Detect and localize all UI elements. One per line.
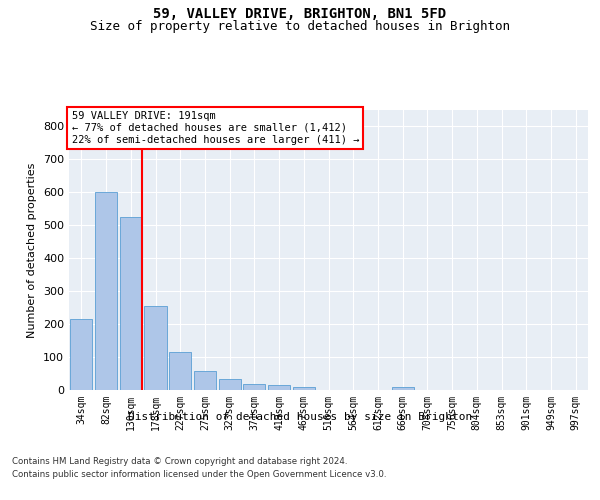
Bar (392, 386, 414, 390)
Text: Contains public sector information licensed under the Open Government Licence v3: Contains public sector information licen… (12, 470, 386, 479)
Bar (194, 371, 216, 390)
Bar (243, 384, 265, 390)
Bar (95, 192, 117, 390)
Bar (119, 217, 142, 390)
Bar (293, 386, 315, 390)
Bar (70, 319, 92, 390)
Bar (218, 379, 241, 390)
Text: Contains HM Land Registry data © Crown copyright and database right 2024.: Contains HM Land Registry data © Crown c… (12, 458, 347, 466)
Text: 59 VALLEY DRIVE: 191sqm
← 77% of detached houses are smaller (1,412)
22% of semi: 59 VALLEY DRIVE: 191sqm ← 77% of detache… (71, 112, 359, 144)
Text: 59, VALLEY DRIVE, BRIGHTON, BN1 5FD: 59, VALLEY DRIVE, BRIGHTON, BN1 5FD (154, 8, 446, 22)
Bar (169, 352, 191, 390)
Text: Size of property relative to detached houses in Brighton: Size of property relative to detached ho… (90, 20, 510, 33)
Text: Distribution of detached houses by size in Brighton: Distribution of detached houses by size … (128, 412, 472, 422)
Bar (145, 306, 167, 390)
Bar (268, 385, 290, 390)
Y-axis label: Number of detached properties: Number of detached properties (28, 162, 37, 338)
